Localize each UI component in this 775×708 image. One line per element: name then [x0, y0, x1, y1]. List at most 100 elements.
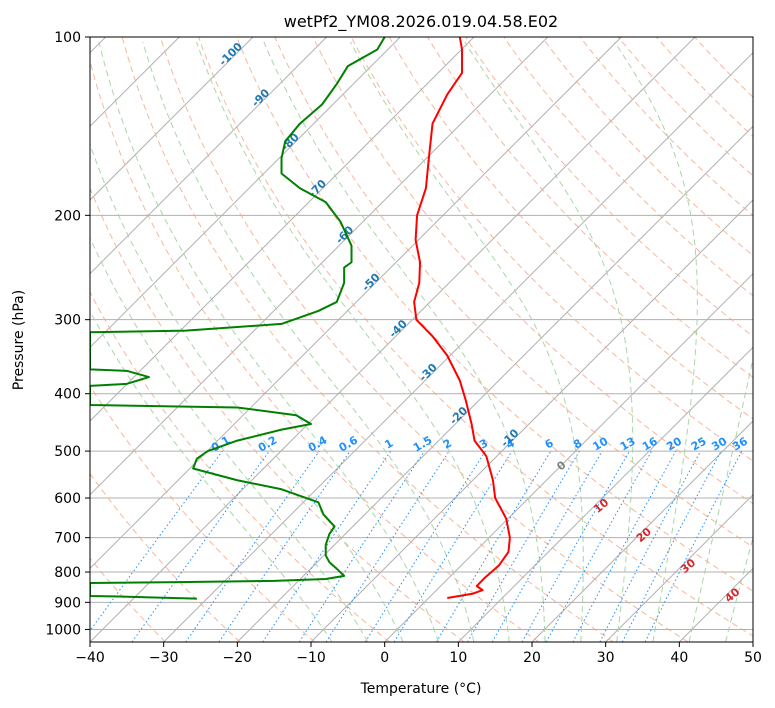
isotherm-line	[90, 37, 549, 496]
isotherm-line	[605, 493, 753, 642]
x-tick-label: 20	[523, 650, 541, 666]
y-tick-label: 500	[54, 444, 81, 460]
x-tick-label: 40	[670, 650, 688, 666]
isotherm-line	[90, 37, 328, 275]
dry-adiabat-line	[541, 37, 753, 257]
x-tick-label: −30	[149, 650, 179, 666]
y-tick-label: 1000	[45, 622, 81, 638]
mixing-ratio-line	[467, 450, 580, 642]
dry-adiabat-label: -60	[333, 223, 356, 246]
isotherm-line	[678, 567, 753, 642]
y-tick-label: 300	[54, 313, 81, 329]
dry-adiabat-line	[90, 186, 465, 642]
dry-adiabat-line	[198, 37, 753, 637]
mixing-ratio-line	[325, 450, 450, 642]
dry-adiabat-line	[465, 37, 753, 337]
dry-adiabat-line	[274, 37, 753, 548]
dry-adiabat-line	[655, 37, 753, 138]
mixing-ratio-line	[621, 450, 722, 642]
dry-adiabat-line	[159, 37, 689, 642]
mixing-ratio-line	[131, 450, 270, 642]
y-axis-ticks: 1000 900 800 700 600 500 400 300 200 100	[45, 30, 90, 638]
isotherm-line	[90, 37, 254, 201]
x-tick-label: −40	[75, 650, 105, 666]
dry-adiabat-label: -10	[498, 426, 521, 449]
moist-adiabat-line	[762, 42, 775, 642]
x-tick-label: 0	[380, 650, 389, 666]
dry-adiabat-line	[694, 37, 753, 98]
dry-adiabat-label: -50	[359, 270, 382, 293]
y-tick-label: 700	[54, 531, 81, 547]
moist-adiabat-line	[614, 41, 698, 642]
dry-adiabat-line	[350, 37, 753, 462]
x-tick-label: 50	[744, 650, 762, 666]
moist-adiabat-line	[90, 236, 369, 642]
mixing-ratio-label: 6	[543, 436, 556, 451]
mixing-ratio-line	[545, 450, 653, 642]
dry-adiabat-line	[426, 37, 753, 378]
dry-adiabats	[90, 37, 753, 642]
mixing-ratio-line	[435, 450, 552, 642]
x-tick-label: 10	[449, 650, 467, 666]
dry-adiabat-line	[90, 291, 390, 642]
dry-adiabat-line	[236, 37, 753, 592]
isotherm-line	[236, 125, 753, 642]
chart-title: wetPf2_YM08.2026.019.04.58.E02	[284, 12, 558, 32]
mixing-ratio-lines	[90, 450, 743, 642]
dry-adiabat-line	[617, 37, 753, 177]
dry-adiabat-line	[312, 37, 753, 505]
dry-adiabat-line	[90, 472, 241, 642]
dry-adiabat-line	[503, 37, 753, 297]
y-tick-label: 600	[54, 491, 81, 507]
isotherm-line	[90, 37, 622, 570]
isotherm-line	[531, 420, 753, 642]
y-axis-label: Pressure (hPa)	[11, 290, 27, 390]
x-axis-label: Temperature (°C)	[360, 681, 482, 697]
mixing-ratio-line	[90, 450, 223, 632]
isotherm-line	[90, 37, 475, 422]
x-tick-label: 30	[597, 650, 615, 666]
plot-frame	[89, 36, 754, 643]
mixing-ratio-line	[218, 450, 351, 642]
mixing-ratio-line	[185, 450, 320, 642]
dewpoint-profile	[90, 37, 386, 600]
mixing-ratio-line	[521, 450, 630, 642]
isotherm-line	[752, 641, 753, 642]
temperature-profile	[413, 37, 511, 599]
mixing-ratio-label: 3	[477, 437, 490, 452]
moist-adiabat-label: 30	[678, 556, 698, 576]
mixing-ratio-line	[572, 450, 677, 642]
moist-adiabat-line	[90, 142, 404, 642]
dry-adiabat-line	[388, 37, 753, 420]
moist-adiabat-line	[350, 41, 584, 642]
isotherm-line	[90, 37, 401, 349]
mixing-ratio-line	[393, 450, 513, 642]
y-tick-label: 100	[54, 30, 81, 46]
reference-line-labels: 0.1 0.2 0.4 0.6 1 1.5 2 3 4 6 8 10 13 16 20 25 30 36-100-…	[209, 40, 750, 605]
mixing-ratio-line	[599, 450, 701, 642]
dry-adiabat-label: -40	[386, 317, 409, 340]
dry-adiabat-line	[121, 37, 614, 642]
x-axis-ticks: −40 −30 −20 −10 0 10 20 30 40 50	[75, 642, 762, 666]
dry-adiabat-line	[90, 384, 316, 642]
moist-adiabat-line	[98, 41, 439, 642]
isobar-grid	[90, 37, 753, 630]
moist-adiabat-line	[725, 536, 753, 642]
y-tick-label: 400	[54, 387, 81, 403]
y-tick-label: 800	[54, 565, 81, 581]
mixing-ratio-label: 2	[441, 437, 454, 452]
x-tick-label: −10	[296, 650, 326, 666]
x-tick-label: −20	[223, 650, 253, 666]
profile-series	[90, 37, 511, 600]
moist-adiabats	[90, 41, 775, 642]
dry-adiabat-label: -90	[249, 86, 272, 109]
isotherm-line	[457, 346, 753, 642]
moist-adiabat-line	[196, 41, 510, 642]
y-tick-label: 900	[54, 595, 81, 611]
y-tick-label: 200	[54, 208, 81, 224]
dry-adiabat-line	[90, 59, 540, 642]
isotherm-line	[310, 199, 753, 642]
mixing-ratio-line	[364, 450, 486, 642]
dry-adiabat-label: -30	[417, 361, 440, 384]
